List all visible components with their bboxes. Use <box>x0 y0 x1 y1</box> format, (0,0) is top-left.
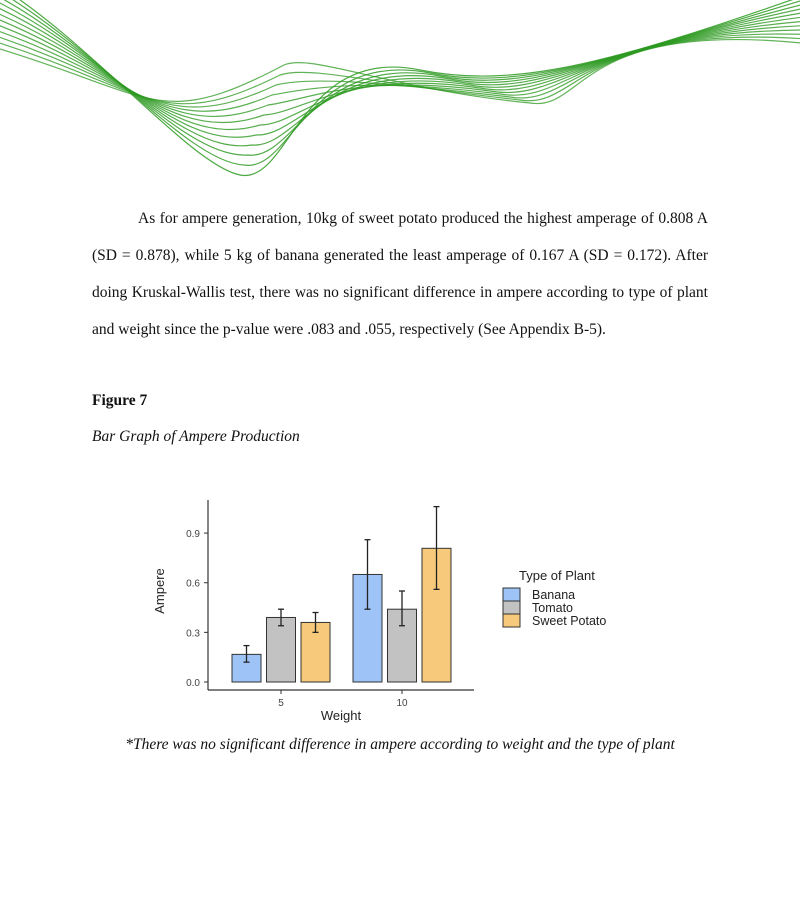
figure-label: Figure 7 <box>92 392 148 409</box>
ampere-bar-chart: 0.0 0.3 0.6 0.9 5 10 Weight Ampere Type of Plant… <box>152 500 606 723</box>
figure-title: Bar Graph of Ampere Production <box>92 428 300 445</box>
legend-swatch <box>502 600 521 615</box>
body-paragraph: As for ampere generation, 10kg of sweet … <box>92 200 708 348</box>
bar-tomato <box>266 616 296 683</box>
x-tick-label: 10 <box>396 698 408 709</box>
legend-entry: Sweet Potato <box>532 614 606 628</box>
y-tick-label: 0.6 <box>186 579 200 590</box>
x-axis-title: Weight <box>321 708 362 723</box>
y-tick-label: 0.3 <box>186 628 200 639</box>
legend-entry: Banana <box>532 588 575 602</box>
bar-banana <box>231 653 262 683</box>
legend-title: Type of Plant <box>519 568 595 583</box>
wave-line <box>0 39 800 105</box>
wave-line <box>3 0 800 156</box>
body-paragraph-text: As for ampere generation, 10kg of sweet … <box>92 210 708 338</box>
x-tick-label: 5 <box>278 698 284 709</box>
wave-line <box>0 19 800 124</box>
decorative-wave-lines <box>0 0 800 176</box>
legend-swatch <box>502 613 521 628</box>
figure-caption: *There was no significant difference in … <box>125 736 675 753</box>
wave-line <box>0 25 800 118</box>
y-tick-label: 0.0 <box>186 678 200 689</box>
legend-entry: Tomato <box>532 601 573 615</box>
legend-swatch <box>502 587 521 602</box>
wave-line <box>0 8 800 138</box>
y-axis-title: Ampere <box>152 568 167 614</box>
y-tick-label: 0.9 <box>186 529 200 540</box>
